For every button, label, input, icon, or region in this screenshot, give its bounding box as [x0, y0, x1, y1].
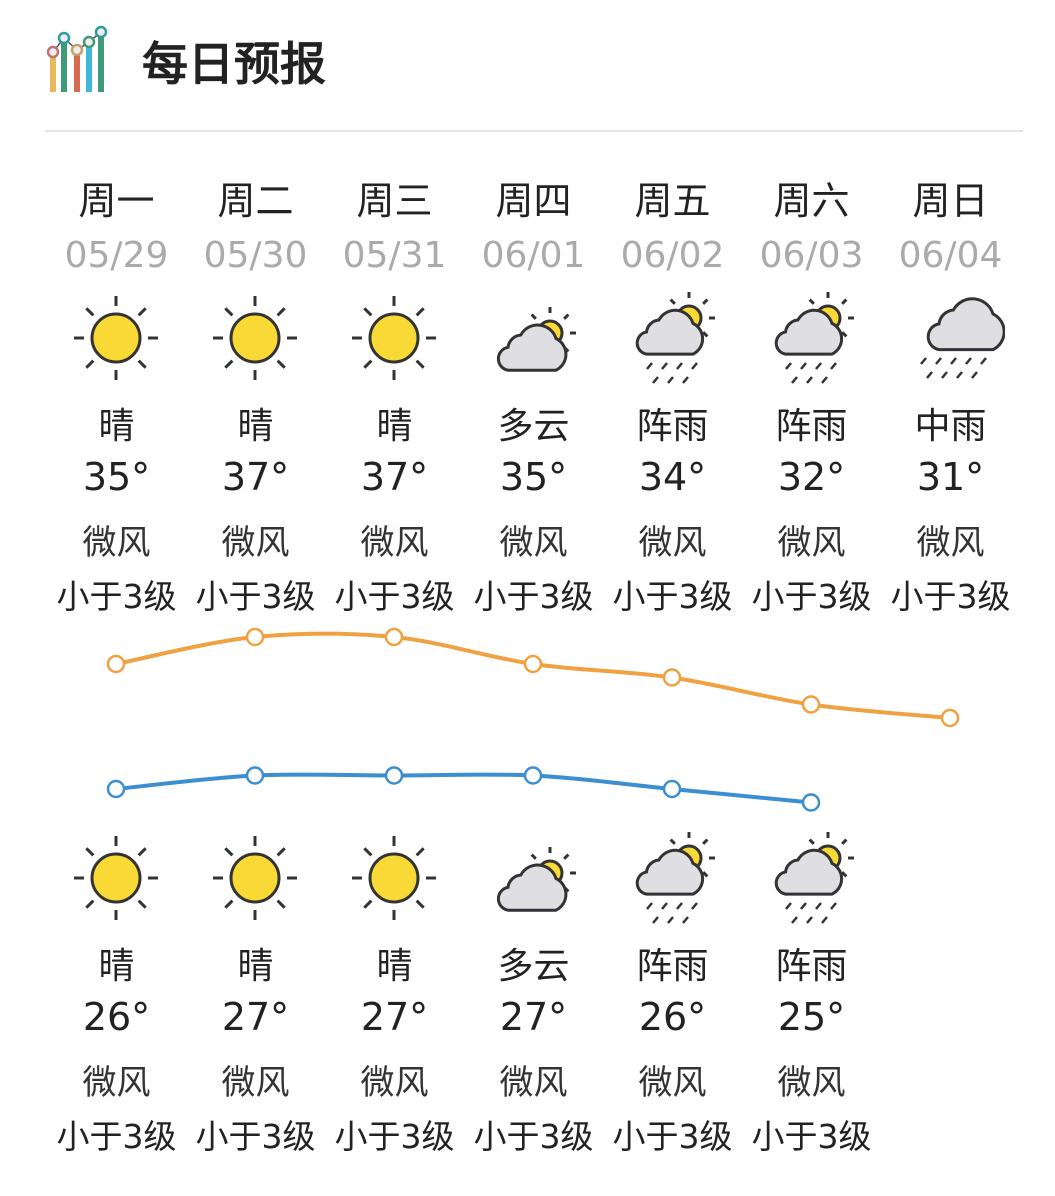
condition-label: 晴	[98, 946, 135, 987]
date-label: 05/29	[64, 235, 169, 276]
wind-label: 微风	[638, 1063, 707, 1103]
sunny-icon	[74, 836, 158, 920]
high-temp: 34°	[638, 455, 707, 499]
wind-level: 小于3级	[612, 577, 733, 616]
wind-label: 微风	[499, 1063, 568, 1103]
wind-level: 小于3级	[334, 1117, 455, 1156]
condition-label: 阵雨	[775, 406, 848, 447]
date-label: 06/01	[481, 235, 586, 276]
day-label: 周二	[217, 179, 294, 223]
low-temp-point	[801, 793, 821, 812]
temperature-chart	[106, 627, 960, 812]
wind-label: 微风	[777, 523, 846, 563]
wind-label: 微风	[360, 523, 429, 563]
low-temp: 26°	[82, 995, 151, 1039]
wind-level: 小于3级	[751, 577, 872, 616]
wind-label: 微风	[82, 1063, 151, 1103]
low-temp-point	[523, 766, 543, 785]
condition-label: 晴	[98, 406, 135, 447]
wind-level: 小于3级	[195, 577, 316, 616]
condition-label: 阵雨	[636, 406, 709, 447]
day-label: 周三	[356, 179, 433, 223]
wind-level: 小于3级	[195, 1117, 316, 1156]
bar-chart-icon	[46, 25, 108, 92]
condition-label: 多云	[497, 946, 570, 987]
high-temp: 35°	[499, 455, 568, 499]
high-temp-point	[662, 668, 682, 687]
condition-label: 晴	[237, 946, 274, 987]
low-temp-line	[115, 772, 812, 805]
condition-label: 阵雨	[636, 946, 709, 987]
high-temp-point	[801, 695, 821, 714]
wind-label: 微风	[82, 523, 151, 563]
shower-icon	[774, 832, 854, 924]
date-label: 05/31	[342, 235, 447, 276]
high-temp-point	[245, 627, 265, 647]
sunny-icon	[74, 296, 158, 380]
wind-level: 小于3级	[751, 1117, 872, 1156]
low-temp: 27°	[499, 995, 568, 1039]
low-temp: 26°	[638, 995, 707, 1039]
wind-label: 微风	[221, 1063, 290, 1103]
low-temp-point	[662, 779, 682, 799]
high-temp: 37°	[221, 455, 290, 499]
day-label: 周六	[773, 179, 850, 223]
high-temp-line	[115, 631, 951, 720]
page-title: 每日预报	[142, 37, 326, 91]
day-label: 周一	[78, 179, 155, 223]
high-temp-point	[940, 708, 960, 728]
low-temp-point	[384, 766, 404, 785]
condition-label: 晴	[376, 946, 413, 987]
wind-level: 小于3级	[612, 1117, 733, 1156]
divider	[45, 130, 1023, 132]
high-temp-point	[523, 654, 543, 674]
sunny-icon	[352, 296, 436, 380]
sunny-icon	[213, 296, 297, 380]
condition-label: 中雨	[914, 406, 987, 447]
condition-label: 阵雨	[775, 946, 848, 987]
low-temp-point	[245, 766, 265, 785]
condition-label: 晴	[376, 406, 413, 447]
condition-label: 多云	[497, 406, 570, 447]
shower-icon	[774, 292, 854, 384]
day-label: 周五	[634, 179, 711, 223]
high-temp-point	[384, 627, 404, 647]
condition-label: 晴	[237, 406, 274, 447]
low-temp: 27°	[360, 995, 429, 1039]
day-label: 周日	[912, 179, 989, 223]
shower-icon	[635, 832, 715, 924]
date-label: 06/02	[620, 235, 725, 276]
wind-label: 微风	[360, 1063, 429, 1103]
moderate-rain-icon	[920, 297, 1005, 379]
wind-level: 小于3级	[56, 1117, 177, 1156]
wind-label: 微风	[638, 523, 707, 563]
date-label: 06/04	[898, 235, 1003, 276]
high-temp: 37°	[360, 455, 429, 499]
sunny-icon	[352, 836, 436, 920]
shower-icon	[635, 292, 715, 384]
day-label: 周四	[495, 179, 572, 223]
high-temp: 35°	[82, 455, 151, 499]
high-temp: 32°	[777, 455, 846, 499]
wind-label: 微风	[221, 523, 290, 563]
low-temp: 27°	[221, 995, 290, 1039]
sunny-icon	[213, 836, 297, 920]
partly-cloudy-icon	[496, 307, 576, 372]
wind-level: 小于3级	[334, 577, 455, 616]
wind-level: 小于3级	[890, 577, 1011, 616]
high-temp-point	[106, 654, 126, 674]
wind-label: 微风	[777, 1063, 846, 1103]
high-temp: 31°	[916, 455, 985, 499]
date-label: 05/30	[203, 235, 308, 276]
wind-label: 微风	[499, 523, 568, 563]
partly-cloudy-icon	[496, 847, 576, 912]
wind-level: 小于3级	[56, 577, 177, 616]
wind-level: 小于3级	[473, 1117, 594, 1156]
low-temp-point	[106, 779, 126, 799]
wind-label: 微风	[916, 523, 985, 563]
low-temp: 25°	[777, 995, 846, 1039]
date-label: 06/03	[759, 235, 864, 276]
wind-level: 小于3级	[473, 577, 594, 616]
